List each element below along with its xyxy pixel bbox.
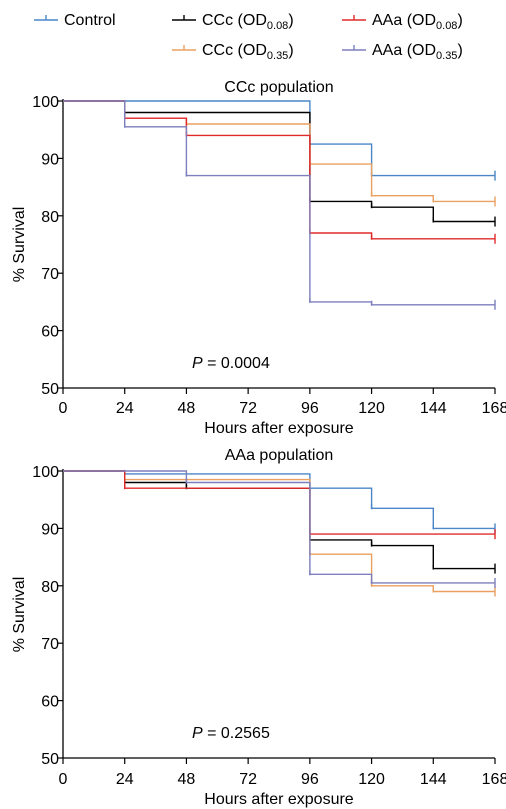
y-tick-label: 70 <box>41 266 59 283</box>
chart-title: CCc population <box>224 79 333 96</box>
y-tick-label: 60 <box>41 694 59 711</box>
x-tick-label: 120 <box>358 771 385 788</box>
x-axis-label: Hours after exposure <box>204 791 354 808</box>
y-tick-label: 100 <box>32 464 59 481</box>
p-value-annotation: P = 0.0004 <box>192 355 270 372</box>
legend-label-cc035: CCc (OD0.35) <box>202 42 294 62</box>
legend-suffix: ) <box>288 42 293 59</box>
series-line-cc035 <box>63 100 495 203</box>
p-symbol: P <box>192 725 203 742</box>
x-tick-label: 0 <box>59 771 68 788</box>
p-value: = 0.2565 <box>203 725 270 742</box>
legend-item-control: Control <box>34 12 116 29</box>
series-line-aa008 <box>63 100 495 240</box>
legend-subscript: 0.08 <box>267 20 288 32</box>
chart-title: AAa population <box>225 447 334 464</box>
x-tick-label: 96 <box>301 400 319 417</box>
y-tick-label: 80 <box>41 209 59 226</box>
series-line-aa035 <box>63 100 495 306</box>
legend-item-aa008: AAa (OD0.08) <box>342 12 463 32</box>
legend-item-cc008: CCc (OD0.08) <box>172 12 294 32</box>
y-tick-label: 80 <box>41 579 59 596</box>
x-tick-label: 72 <box>239 400 257 417</box>
y-tick-label: 70 <box>41 636 59 653</box>
y-tick-label: 60 <box>41 324 59 341</box>
legend-suffix: ) <box>457 12 462 29</box>
legend-item-aa035: AAa (OD0.35) <box>342 42 463 62</box>
legend: Control CCc (OD0.08) AAa (OD0.08) CCc (OD0.… <box>34 12 463 62</box>
x-tick-label: 168 <box>482 771 506 788</box>
legend-suffix: ) <box>457 42 462 59</box>
y-tick-label: 100 <box>32 94 59 111</box>
x-tick-label: 48 <box>178 771 196 788</box>
legend-subscript: 0.08 <box>436 20 457 32</box>
x-tick-label: 24 <box>116 771 134 788</box>
y-tick-label: 50 <box>41 381 59 398</box>
x-tick-label: 144 <box>420 771 447 788</box>
y-tick-label: 50 <box>41 751 59 768</box>
legend-suffix: ) <box>288 12 293 29</box>
series-line-cc035 <box>63 470 495 593</box>
x-tick-label: 168 <box>482 400 506 417</box>
p-value: = 0.0004 <box>203 355 270 372</box>
y-tick-label: 90 <box>41 521 59 538</box>
p-symbol: P <box>192 355 203 372</box>
legend-label-control: Control <box>64 12 116 29</box>
x-tick-label: 120 <box>358 400 385 417</box>
y-tick-label: 90 <box>41 151 59 168</box>
x-tick-label: 24 <box>116 400 134 417</box>
x-tick-label: 72 <box>239 771 257 788</box>
x-tick-label: 96 <box>301 771 319 788</box>
x-tick-label: 48 <box>178 400 196 417</box>
series-line-cc008 <box>63 100 495 223</box>
legend-item-cc035: CCc (OD0.35) <box>172 42 294 62</box>
legend-label-aa035: AAa (OD0.35) <box>372 42 463 62</box>
series-line-aa008 <box>63 470 495 535</box>
series-line-control <box>63 100 495 177</box>
x-tick-label: 144 <box>420 400 447 417</box>
x-axis-label: Hours after exposure <box>204 420 354 437</box>
legend-label-cc008: CCc (OD0.08) <box>202 12 294 32</box>
legend-subscript: 0.35 <box>436 50 457 62</box>
x-tick-label: 0 <box>59 400 68 417</box>
series-line-cc008 <box>63 470 495 570</box>
y-axis-label: % Survival <box>11 577 28 653</box>
y-axis-label: % Survival <box>11 207 28 283</box>
panel-aaa-population: AAa population 0 24 48 72 96 120 144 168 50 60 70 80… <box>11 447 506 808</box>
panel-ccc-population: CCc population 0 24 48 72 96 120 144 168 50 60 70 80… <box>11 79 506 437</box>
legend-label-aa008: AAa (OD0.08) <box>372 12 463 32</box>
p-value-annotation: P = 0.2565 <box>192 725 270 742</box>
legend-subscript: 0.35 <box>267 50 288 62</box>
